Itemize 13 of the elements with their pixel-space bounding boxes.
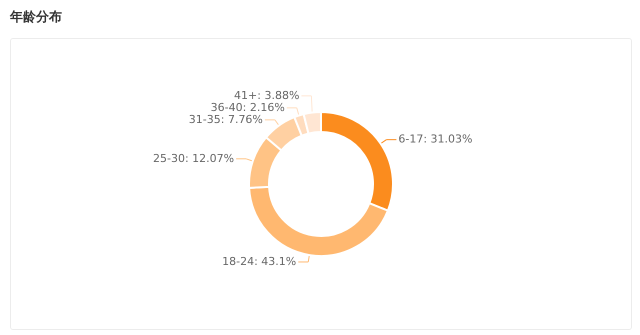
slice-label: 18-24 — [222, 254, 254, 268]
data-label: : 43.1% — [254, 254, 296, 268]
slice-label: 41+ — [234, 88, 258, 102]
slice-label: 31-35 — [188, 112, 221, 126]
data-label: : 7.76% — [220, 112, 263, 126]
data-label: : 2.16% — [242, 100, 285, 114]
text: 年龄分布 — [10, 9, 62, 26]
data-label: : 3.88% — [257, 88, 300, 102]
slice-label: 25-30 — [153, 152, 185, 165]
legend-label: 6-17 — [398, 132, 424, 146]
data-label: : 31.03% — [423, 132, 472, 146]
slice-label: 36-40 — [210, 100, 243, 114]
data-label: : 12.07% — [184, 152, 234, 165]
